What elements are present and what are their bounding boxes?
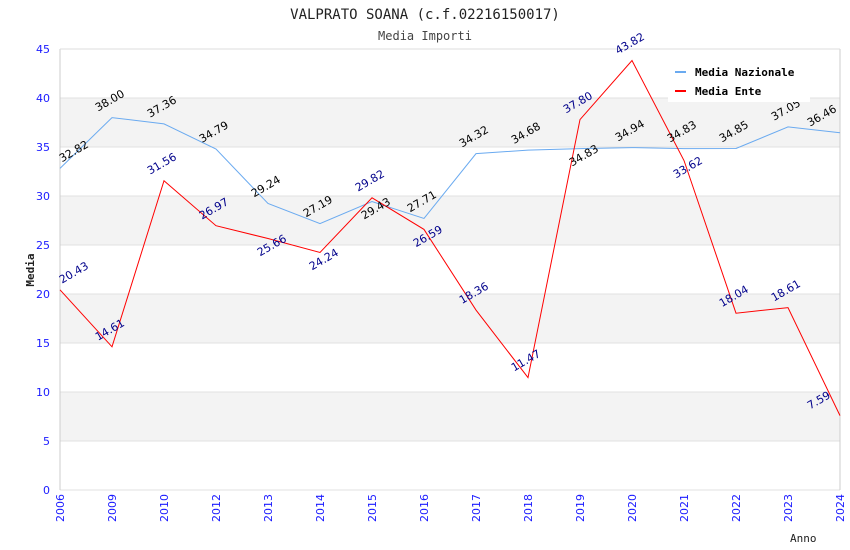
grid-band	[60, 294, 840, 343]
y-tick-label: 40	[36, 92, 50, 105]
y-tick-label: 20	[36, 288, 50, 301]
x-tick-label: 2023	[782, 494, 795, 522]
grid-band	[60, 98, 840, 147]
y-tick-label: 25	[36, 239, 50, 252]
x-tick-label: 2024	[834, 494, 847, 522]
x-tick-label: 2013	[262, 494, 275, 522]
data-label: 11.47	[509, 347, 543, 374]
legend-label: Media Ente	[695, 85, 762, 98]
data-label: 43.82	[613, 30, 647, 57]
x-tick-label: 2015	[366, 494, 379, 522]
x-tick-label: 2010	[158, 494, 171, 522]
data-label: 33.62	[671, 154, 705, 181]
chart-subtitle: Media Importi	[378, 29, 472, 43]
series-line-1	[59, 59, 841, 416]
x-tick-label: 2020	[626, 494, 639, 522]
y-tick-label: 35	[36, 141, 50, 154]
chart-title: VALPRATO SOANA (c.f.02216150017)	[290, 7, 560, 23]
y-tick-label: 10	[36, 386, 50, 399]
data-label: 20.43	[57, 259, 91, 286]
data-label: 29.82	[353, 167, 387, 194]
x-axis-label: Anno	[790, 532, 817, 545]
y-tick-label: 30	[36, 190, 50, 203]
x-tick-label: 2016	[418, 494, 431, 522]
y-tick-label: 45	[36, 43, 50, 56]
x-tick-label: 2022	[730, 494, 743, 522]
grid-band	[60, 196, 840, 245]
x-tick-label: 2019	[574, 494, 587, 522]
x-tick-label: 2014	[314, 494, 327, 522]
data-label: 31.56	[145, 150, 179, 177]
y-axis-label: Media	[24, 253, 37, 286]
y-tick-label: 0	[43, 484, 50, 497]
x-tick-label: 2009	[106, 494, 119, 522]
legend-label: Media Nazionale	[695, 66, 795, 79]
y-tick-label: 15	[36, 337, 50, 350]
legend: Media Nazionale Media Ente	[668, 60, 810, 102]
x-tick-label: 2006	[54, 494, 67, 522]
y-tick-label: 5	[43, 435, 50, 448]
x-tick-label: 2018	[522, 494, 535, 522]
series-line-0	[59, 117, 841, 225]
x-tick-label: 2021	[678, 494, 691, 522]
grid-band	[60, 392, 840, 441]
x-tick-label: 2012	[210, 494, 223, 522]
x-tick-label: 2017	[470, 494, 483, 522]
